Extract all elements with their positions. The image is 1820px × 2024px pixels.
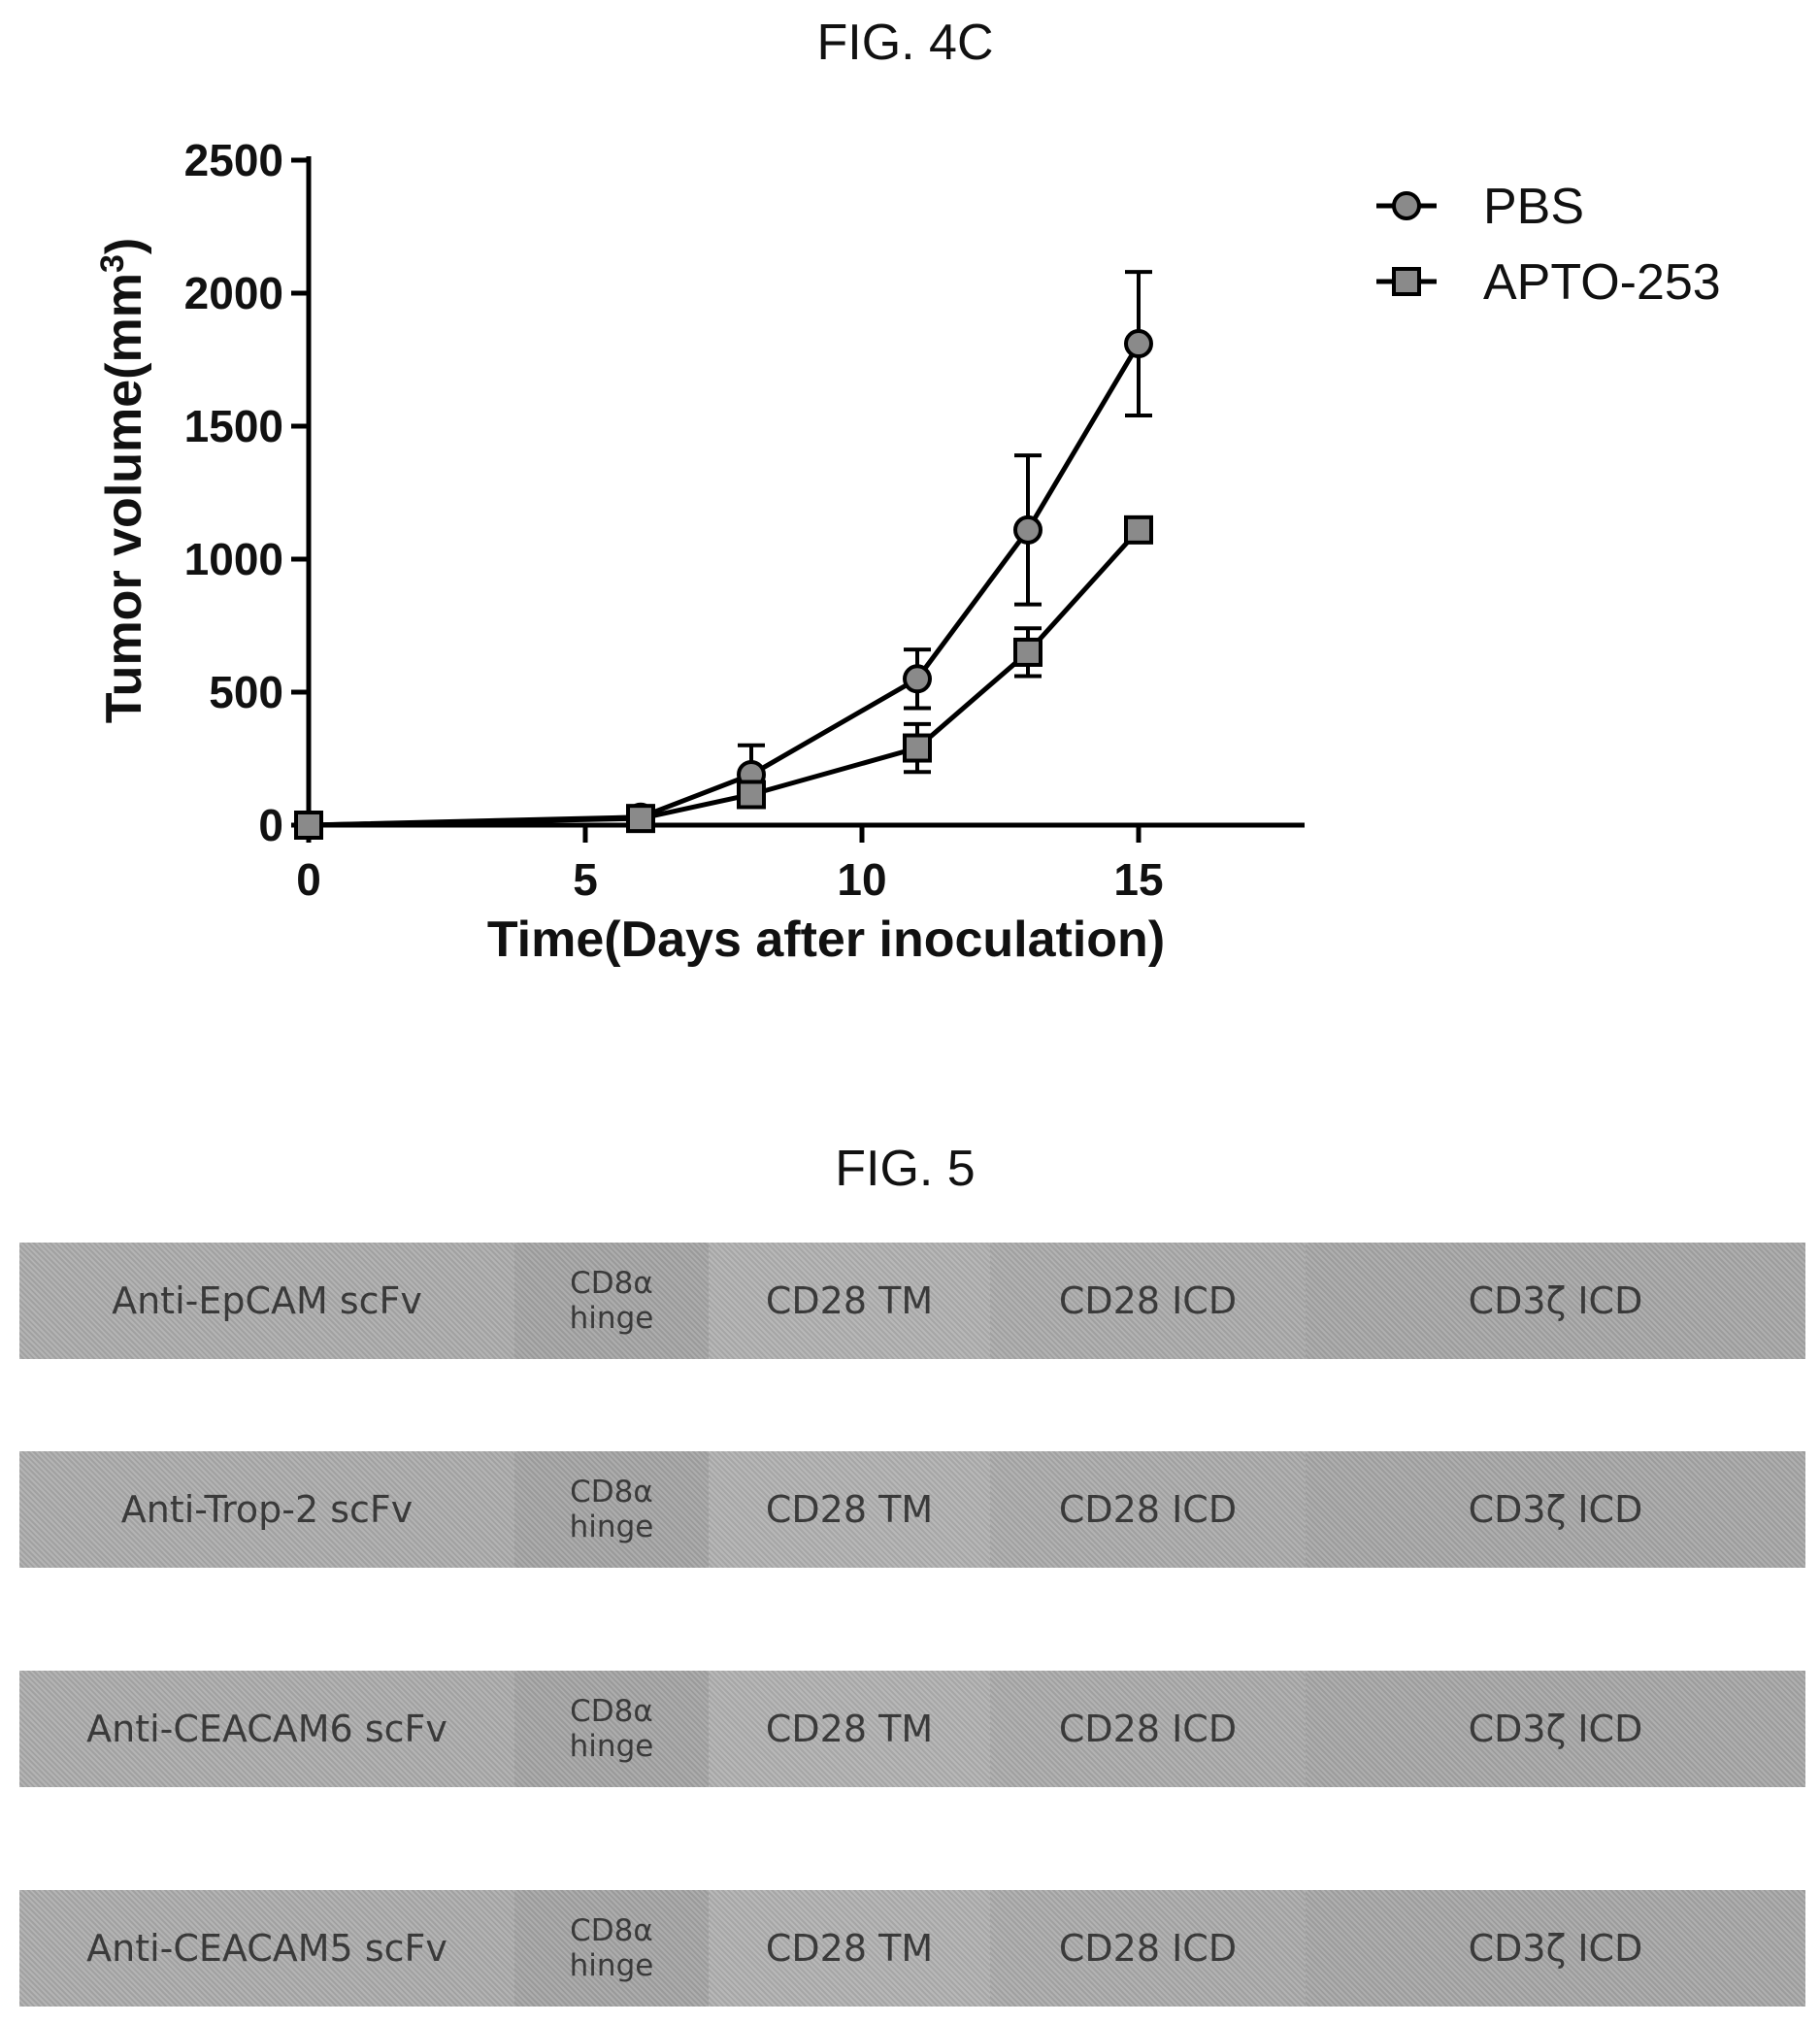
y-tick-label: 500 xyxy=(209,667,283,717)
cd3z-icd-segment: CD3ζ ICD xyxy=(1306,1243,1805,1359)
hinge-label-bottom: hinge xyxy=(569,1510,654,1544)
y-tick-label: 1000 xyxy=(184,534,283,584)
y-axis-label-close: ) xyxy=(96,238,152,254)
cd28-icd-segment: CD28 ICD xyxy=(990,1451,1306,1568)
cd3z-icd-segment: CD3ζ ICD xyxy=(1306,1890,1805,2007)
tm-segment: CD28 TM xyxy=(709,1671,990,1787)
legend-marker xyxy=(1392,267,1421,296)
data-point xyxy=(1013,514,1042,545)
y-tick-label: 1500 xyxy=(184,401,283,451)
scfv-segment: Anti-EpCAM scFv xyxy=(19,1243,514,1359)
cd3z-icd-segment: CD3ζ ICD xyxy=(1306,1671,1805,1787)
hinge-segment: CD8α hinge xyxy=(514,1671,709,1787)
legend-marker xyxy=(1392,191,1421,220)
x-tick-label: 10 xyxy=(837,854,886,905)
hinge-label-top: CD8α xyxy=(570,1694,653,1729)
hinge-segment: CD8α hinge xyxy=(514,1890,709,2007)
cd28-icd-segment: CD28 ICD xyxy=(990,1243,1306,1359)
data-point xyxy=(1124,329,1153,359)
tm-segment: CD28 TM xyxy=(709,1890,990,2007)
legend-label: APTO-253 xyxy=(1483,254,1721,311)
hinge-label-top: CD8α xyxy=(570,1266,653,1301)
y-axis-label-text: Tumor volume(mm xyxy=(96,273,152,723)
y-tick-label: 2000 xyxy=(184,268,283,318)
y-axis-label: Tumor volume(mm3) xyxy=(94,238,152,723)
series-apto-253 xyxy=(294,514,1153,840)
y-tick-label: 2500 xyxy=(184,135,283,185)
car-construct-row: Anti-EpCAM scFv CD8α hinge CD28 TM CD28 ICD C… xyxy=(19,1243,1805,1359)
tumor-volume-chart: 0 500 1000 1500 2000 2500 0 5 10 15 PBS APTO-253 T… xyxy=(94,135,1721,968)
chart-series xyxy=(294,270,1153,840)
series-line xyxy=(308,342,1142,828)
x-tick-label: 0 xyxy=(296,854,321,905)
data-point xyxy=(626,804,655,834)
series-pbs xyxy=(294,270,1153,840)
data-point xyxy=(737,780,766,810)
data-point xyxy=(903,733,932,763)
legend-item: APTO-253 xyxy=(1376,254,1721,311)
cd28-icd-segment: CD28 ICD xyxy=(990,1671,1306,1787)
car-construct-row: Anti-CEACAM6 scFv CD8α hinge CD28 TM CD28 IC… xyxy=(19,1671,1805,1787)
cd3z-icd-segment: CD3ζ ICD xyxy=(1306,1451,1805,1568)
hinge-label-bottom: hinge xyxy=(569,1301,654,1336)
y-tick-label: 0 xyxy=(258,800,283,850)
figure-5-title: FIG. 5 xyxy=(835,1141,976,1197)
hinge-label-bottom: hinge xyxy=(569,1948,654,1983)
chart-legend: PBS APTO-253 xyxy=(1376,179,1721,311)
chart-ticks: 0 500 1000 1500 2000 2500 0 5 10 15 xyxy=(184,135,1164,905)
legend-label: PBS xyxy=(1483,179,1584,235)
series-line xyxy=(308,528,1141,828)
cd28-icd-segment: CD28 ICD xyxy=(990,1890,1306,2007)
data-point xyxy=(1124,514,1153,545)
data-point xyxy=(294,811,323,840)
hinge-segment: CD8α hinge xyxy=(514,1451,709,1568)
hinge-label-bottom: hinge xyxy=(569,1729,654,1764)
tm-segment: CD28 TM xyxy=(709,1451,990,1568)
data-point xyxy=(1013,637,1042,667)
hinge-label-top: CD8α xyxy=(570,1913,653,1948)
scfv-segment: Anti-Trop-2 scFv xyxy=(19,1451,514,1568)
scfv-segment: Anti-CEACAM5 scFv xyxy=(19,1890,514,2007)
data-point xyxy=(903,664,932,694)
tm-segment: CD28 TM xyxy=(709,1243,990,1359)
x-axis-label: Time(Days after inoculation) xyxy=(487,912,1165,968)
hinge-segment: CD8α hinge xyxy=(514,1243,709,1359)
car-construct-row: Anti-CEACAM5 scFv CD8α hinge CD28 TM CD28 IC… xyxy=(19,1890,1805,2007)
hinge-label-top: CD8α xyxy=(570,1475,653,1510)
car-construct-row: Anti-Trop-2 scFv CD8α hinge CD28 TM CD28 ICD… xyxy=(19,1451,1805,1568)
x-tick-label: 5 xyxy=(573,854,598,905)
legend-item: PBS xyxy=(1376,179,1584,235)
y-axis-label-superscript: 3 xyxy=(94,254,131,273)
figure-4c-title: FIG. 4C xyxy=(816,15,994,71)
x-tick-label: 15 xyxy=(1113,854,1163,905)
chart-axes xyxy=(306,156,1305,828)
scfv-segment: Anti-CEACAM6 scFv xyxy=(19,1671,514,1787)
